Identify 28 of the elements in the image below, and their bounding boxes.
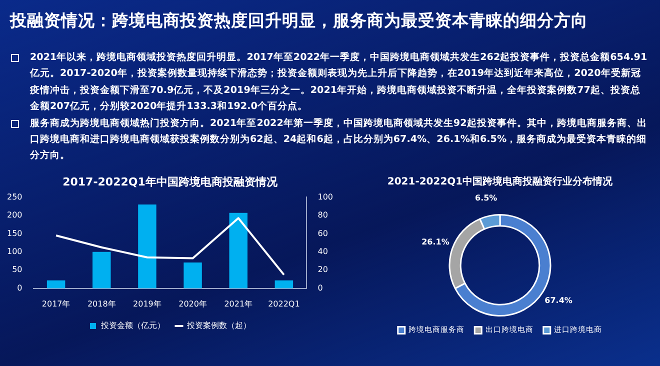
x-tick-label: 2020年: [178, 299, 207, 308]
y2-tick-label: 20: [318, 265, 328, 274]
y-tick-label: 100: [6, 247, 22, 256]
legend-label: 投资金额（亿元）: [100, 321, 165, 330]
y2-tick-label: 0: [318, 283, 323, 292]
y2-tick-label: 80: [318, 210, 328, 220]
x-tick-label: 2017年: [42, 299, 70, 308]
y-tick-label: 150: [6, 228, 22, 238]
chart-title: 2021-2022Q1中国跨境电商投融资行业分布情况: [387, 176, 614, 188]
data-label: 67.4%: [544, 296, 572, 305]
text: 服务商成为跨境电商领域热门投资方向。2021年至2022年第一季度，中国跨境电商领域共发生92起投资事件。其中，跨境电商服务商、出口跨境电商和进口跨境电商领域获投案例数分别为62起、24起和6起，占比分别为67.4%、26.1%和6.5%，服务商成为最受资本青睐的细分方向。: [8, 116, 648, 165]
y-tick-label: 200: [6, 210, 22, 220]
y2-tick-label: 100: [318, 192, 334, 202]
data-label: 26.1%: [422, 237, 450, 246]
chart-title: 2017-2022Q1年中国跨境电商投融资情况: [62, 175, 278, 188]
x-tick-label: 2019年: [133, 299, 162, 308]
text: 2021年以来，跨境电商领域投资热度回升明显。2017年至2022年一季度，中国跨境电商领域共发生262起投资事件，投资总金额654.91亿元。2017-2020年，投资案例数量现持续下滑态势；投资金额则表现为先上升后下降趋势，在2019年达到近年来高位，2020年受新冠疫情冲击，投资金额下滑至70.9亿元，不及2019年三分之一。2021年开始，跨境电商领域投资不断升温，全年投资案例数77起、投资总金额207亿元，分别较2020年提升133.3和192.0个百分点。: [8, 50, 648, 116]
y2-tick-label: 60: [318, 228, 328, 238]
text: 投融资情况：跨境电商投资热度回升明显，服务商为最受资本青睐的细分方向: [10, 10, 588, 32]
x-tick-label: 2022Q1: [268, 299, 300, 308]
legend-label: 投资案例数（起）: [186, 321, 251, 330]
x-tick-label: 2021年: [224, 299, 253, 308]
x-tick-label: 2018年: [87, 299, 116, 308]
y2-tick-label: 40: [318, 247, 328, 256]
y-tick-label: 250: [6, 192, 22, 202]
y-tick-label: 50: [12, 265, 22, 274]
y-tick-label: 0: [17, 283, 22, 292]
data-label: 6.5%: [475, 193, 498, 202]
